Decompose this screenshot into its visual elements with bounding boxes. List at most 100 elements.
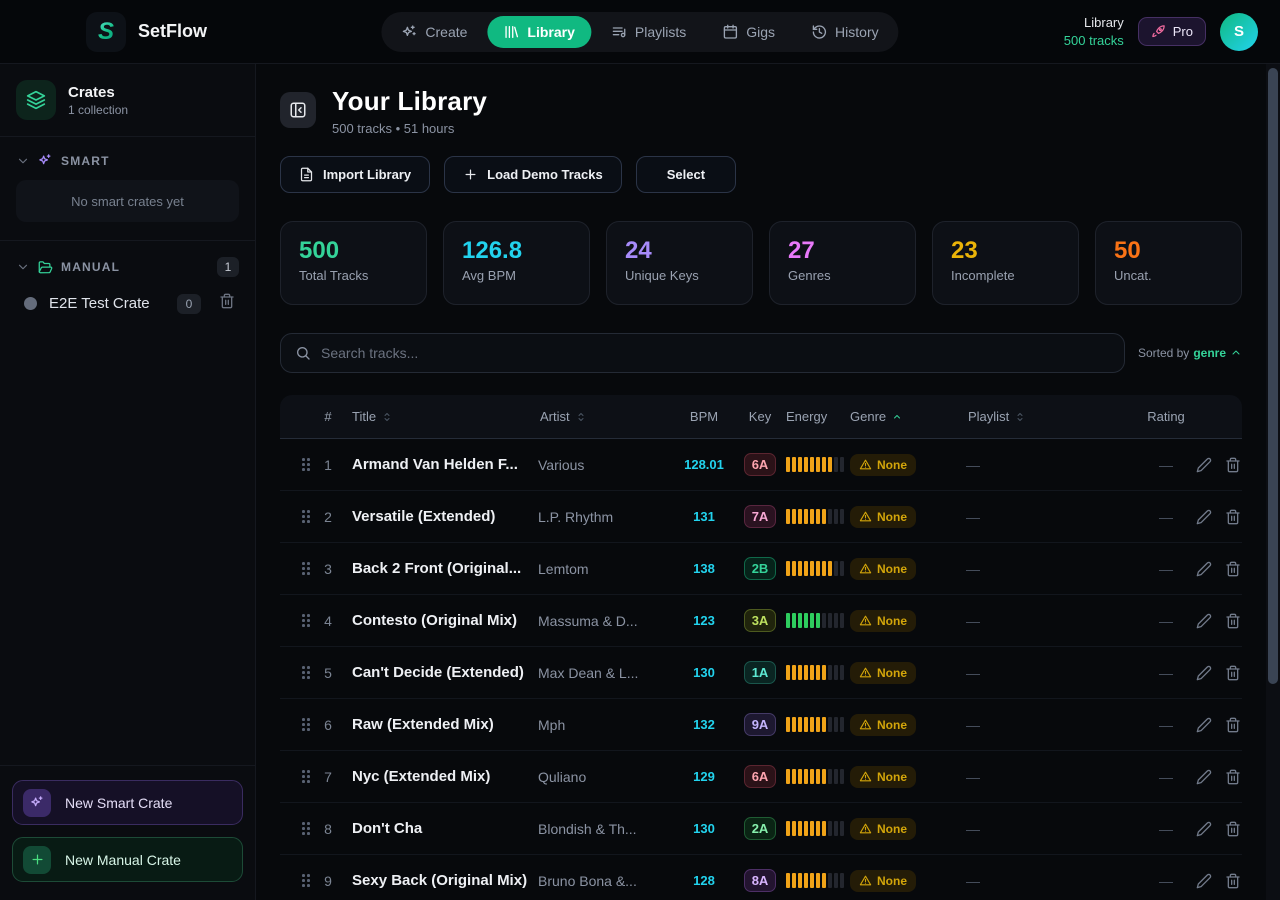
track-playlist: — (966, 872, 980, 889)
col-energy[interactable]: Energy (786, 409, 828, 424)
table-row[interactable]: 2 Versatile (Extended) L.P. Rhythm 131 7… (280, 491, 1242, 543)
key-badge: 2A (743, 817, 777, 840)
track-playlist: — (966, 612, 980, 629)
col-key[interactable]: Key (748, 409, 772, 424)
row-number: 8 (324, 820, 332, 837)
nav-create[interactable]: Create (385, 16, 483, 48)
edit-icon[interactable] (1196, 561, 1212, 577)
edit-icon[interactable] (1196, 457, 1212, 473)
drag-handle-icon[interactable] (302, 562, 310, 575)
trash-icon[interactable] (1225, 769, 1241, 785)
trash-icon[interactable] (1225, 561, 1241, 577)
row-number: 1 (324, 456, 332, 473)
col-playlist[interactable]: Playlist (958, 409, 1136, 424)
crates-subtitle: 1 collection (68, 102, 129, 117)
edit-icon[interactable] (1196, 509, 1212, 525)
drag-handle-icon[interactable] (302, 614, 310, 627)
table-row[interactable]: 3 Back 2 Front (Original... Lemtom 138 2… (280, 543, 1242, 595)
search-input[interactable] (321, 345, 1110, 361)
col-title[interactable]: Title (342, 409, 530, 424)
context-title: Library (1084, 14, 1124, 30)
drag-handle-icon[interactable] (302, 874, 310, 887)
row-number: 9 (324, 872, 332, 889)
genre-badge[interactable]: None (850, 765, 916, 788)
table-row[interactable]: 5 Can't Decide (Extended) Max Dean & L..… (280, 647, 1242, 699)
col-bpm[interactable]: BPM (689, 409, 719, 424)
edit-icon[interactable] (1196, 665, 1212, 681)
table-row[interactable]: 8 Don't Cha Blondish & Th... 130 2A None… (280, 803, 1242, 855)
select-button[interactable]: Select (635, 156, 737, 193)
warning-icon (859, 563, 872, 574)
import-library-button[interactable]: Import Library (280, 156, 431, 193)
trash-icon[interactable] (1225, 509, 1241, 525)
table-row[interactable]: 6 Raw (Extended Mix) Mph 132 9A None — — (280, 699, 1242, 751)
edit-icon[interactable] (1196, 769, 1212, 785)
scrollbar-thumb[interactable] (1268, 68, 1278, 684)
nav-library[interactable]: Library (487, 15, 591, 48)
nav-history[interactable]: History (795, 16, 895, 48)
nav-playlists[interactable]: Playlists (595, 16, 702, 48)
collapse-sidebar-button[interactable] (280, 92, 316, 128)
drag-handle-icon[interactable] (302, 718, 310, 731)
col-artist[interactable]: Artist (530, 409, 674, 424)
genre-badge[interactable]: None (850, 557, 916, 580)
genre-badge[interactable]: None (850, 817, 916, 840)
genre-badge[interactable]: None (850, 661, 916, 684)
drag-handle-icon[interactable] (302, 458, 310, 471)
nav-gigs[interactable]: Gigs (706, 16, 791, 48)
smart-section-header[interactable]: SMART (16, 153, 239, 168)
drag-handle-icon[interactable] (302, 666, 310, 679)
track-bpm: 128 (693, 873, 715, 888)
trash-icon[interactable] (1225, 717, 1241, 733)
table-row[interactable]: 9 Sexy Back (Original Mix) Bruno Bona &.… (280, 855, 1242, 900)
sort-icon (578, 412, 584, 421)
edit-icon[interactable] (1196, 613, 1212, 629)
crates-title: Crates (68, 83, 115, 101)
edit-icon[interactable] (1196, 717, 1212, 733)
genre-badge[interactable]: None (850, 453, 916, 476)
manual-section-header[interactable]: MANUAL 1 (16, 257, 239, 277)
col-num: # (324, 409, 332, 424)
col-rating: Rating (1147, 409, 1185, 424)
user-avatar[interactable]: S (1220, 12, 1258, 51)
drag-handle-icon[interactable] (302, 770, 310, 783)
vertical-scrollbar[interactable] (1266, 64, 1280, 900)
trash-icon[interactable] (1225, 613, 1241, 629)
trash-icon[interactable] (1225, 873, 1241, 889)
sort-control[interactable]: Sorted by genre (1138, 346, 1242, 360)
load-demo-tracks-button[interactable]: Load Demo Tracks (444, 156, 622, 193)
col-genre[interactable]: Genre (850, 409, 958, 424)
stat-uncategorized: 50 Uncat. (1095, 221, 1242, 305)
key-badge: 9A (743, 713, 777, 736)
brand[interactable]: S SetFlow (86, 11, 207, 52)
genre-badge[interactable]: None (850, 505, 916, 528)
drag-handle-icon[interactable] (302, 822, 310, 835)
track-artist: Lemtom (538, 560, 589, 577)
energy-bars (786, 457, 844, 472)
plus-icon (23, 845, 51, 874)
new-manual-crate-button[interactable]: New Manual Crate (12, 837, 243, 882)
table-row[interactable]: 7 Nyc (Extended Mix) Quliano 129 6A None… (280, 751, 1242, 803)
stat-unique-keys: 24 Unique Keys (606, 221, 753, 305)
edit-icon[interactable] (1196, 821, 1212, 837)
genre-badge[interactable]: None (850, 869, 916, 892)
genre-badge[interactable]: None (850, 609, 916, 632)
drag-handle-icon[interactable] (302, 510, 310, 523)
trash-icon[interactable] (1225, 665, 1241, 681)
pro-badge[interactable]: Pro (1137, 17, 1206, 46)
track-artist: Max Dean & L... (538, 664, 639, 681)
table-row[interactable]: 4 Contesto (Original Mix) Massuma & D...… (280, 595, 1242, 647)
table-row[interactable]: 1 Armand Van Helden F... Various 128.01 … (280, 439, 1242, 491)
new-smart-crate-button[interactable]: New Smart Crate (12, 780, 243, 825)
trash-icon[interactable] (1225, 457, 1241, 473)
key-badge: 2B (743, 557, 777, 580)
search-box[interactable] (280, 333, 1125, 373)
crate-item[interactable]: E2E Test Crate 0 (24, 293, 235, 314)
genre-badge[interactable]: None (850, 713, 916, 736)
delete-crate-button[interactable] (219, 293, 235, 314)
divider (0, 136, 255, 137)
trash-icon[interactable] (1225, 821, 1241, 837)
layers-icon (16, 80, 56, 120)
energy-bars (786, 873, 844, 888)
edit-icon[interactable] (1196, 873, 1212, 889)
